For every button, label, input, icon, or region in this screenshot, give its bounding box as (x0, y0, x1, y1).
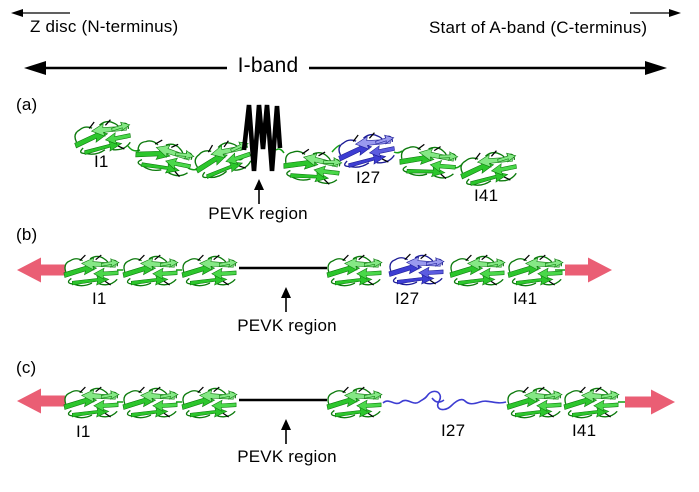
ig-domain-green (63, 386, 120, 419)
ig-domain-green (506, 386, 563, 419)
ig-domain-green (507, 254, 564, 287)
row-b-label: (b) (16, 225, 38, 244)
ig-domain-green (122, 254, 179, 287)
row-a-label: (a) (16, 95, 38, 114)
i27-domain-blue (335, 129, 398, 171)
i27-domain-blue (388, 253, 445, 286)
ig-domain-green (122, 386, 179, 419)
ig-domain-green (457, 147, 520, 189)
row-a-i27-label: I27 (356, 168, 381, 187)
pevk-pointer-arrow (281, 287, 291, 312)
ig-domain-green (131, 133, 197, 181)
row-b-i1-label: I1 (92, 289, 107, 308)
ig-domain-green (71, 116, 134, 158)
ig-domain-green (181, 386, 238, 419)
row-a-i1-label: I1 (94, 152, 109, 171)
force-arrow-left (17, 257, 65, 283)
a-band-label: Start of A-band (C-terminus) (429, 18, 648, 37)
pevk-pointer-arrow (281, 419, 291, 444)
z-disc-direction-arrow (11, 9, 70, 17)
force-arrow-right (565, 257, 612, 283)
force-arrow-left (17, 388, 65, 414)
ig-domain-green (326, 386, 383, 419)
a-band-direction-arrow (630, 9, 681, 17)
force-arrow-right (625, 389, 675, 415)
ig-domain-green (280, 144, 344, 188)
row-c-label: (c) (16, 358, 37, 377)
row-b-chain (17, 253, 612, 312)
i-band-label: I-band (237, 54, 299, 77)
coiled-pevk-region (241, 104, 283, 172)
row-c-chain (17, 386, 675, 444)
row-b-i27-label: I27 (395, 289, 420, 308)
ig-domain-green (397, 140, 460, 182)
row-c-i41-label: I41 (572, 421, 597, 440)
ig-domain-green (563, 386, 620, 419)
row-a-chain (71, 104, 520, 204)
i-band-extent-arrow (24, 61, 667, 75)
ig-domain-green (326, 254, 383, 287)
ig-domain-green (63, 254, 120, 287)
row-a-pevk-label: PEVK region (208, 204, 308, 223)
ig-domain-green (181, 254, 238, 287)
i27-domain-unfolded (382, 390, 507, 411)
row-a-i41-label: I41 (474, 186, 499, 205)
row-b-i41-label: I41 (513, 289, 538, 308)
z-disc-label: Z disc (N-terminus) (30, 17, 179, 36)
pevk-pointer-arrow (254, 179, 264, 204)
row-c-pevk-label: PEVK region (237, 447, 337, 466)
row-c-i1-label: I1 (76, 422, 91, 441)
row-c-i27-label: I27 (441, 421, 466, 440)
ig-domain-green (449, 254, 506, 287)
row-b-pevk-label: PEVK region (237, 316, 337, 335)
